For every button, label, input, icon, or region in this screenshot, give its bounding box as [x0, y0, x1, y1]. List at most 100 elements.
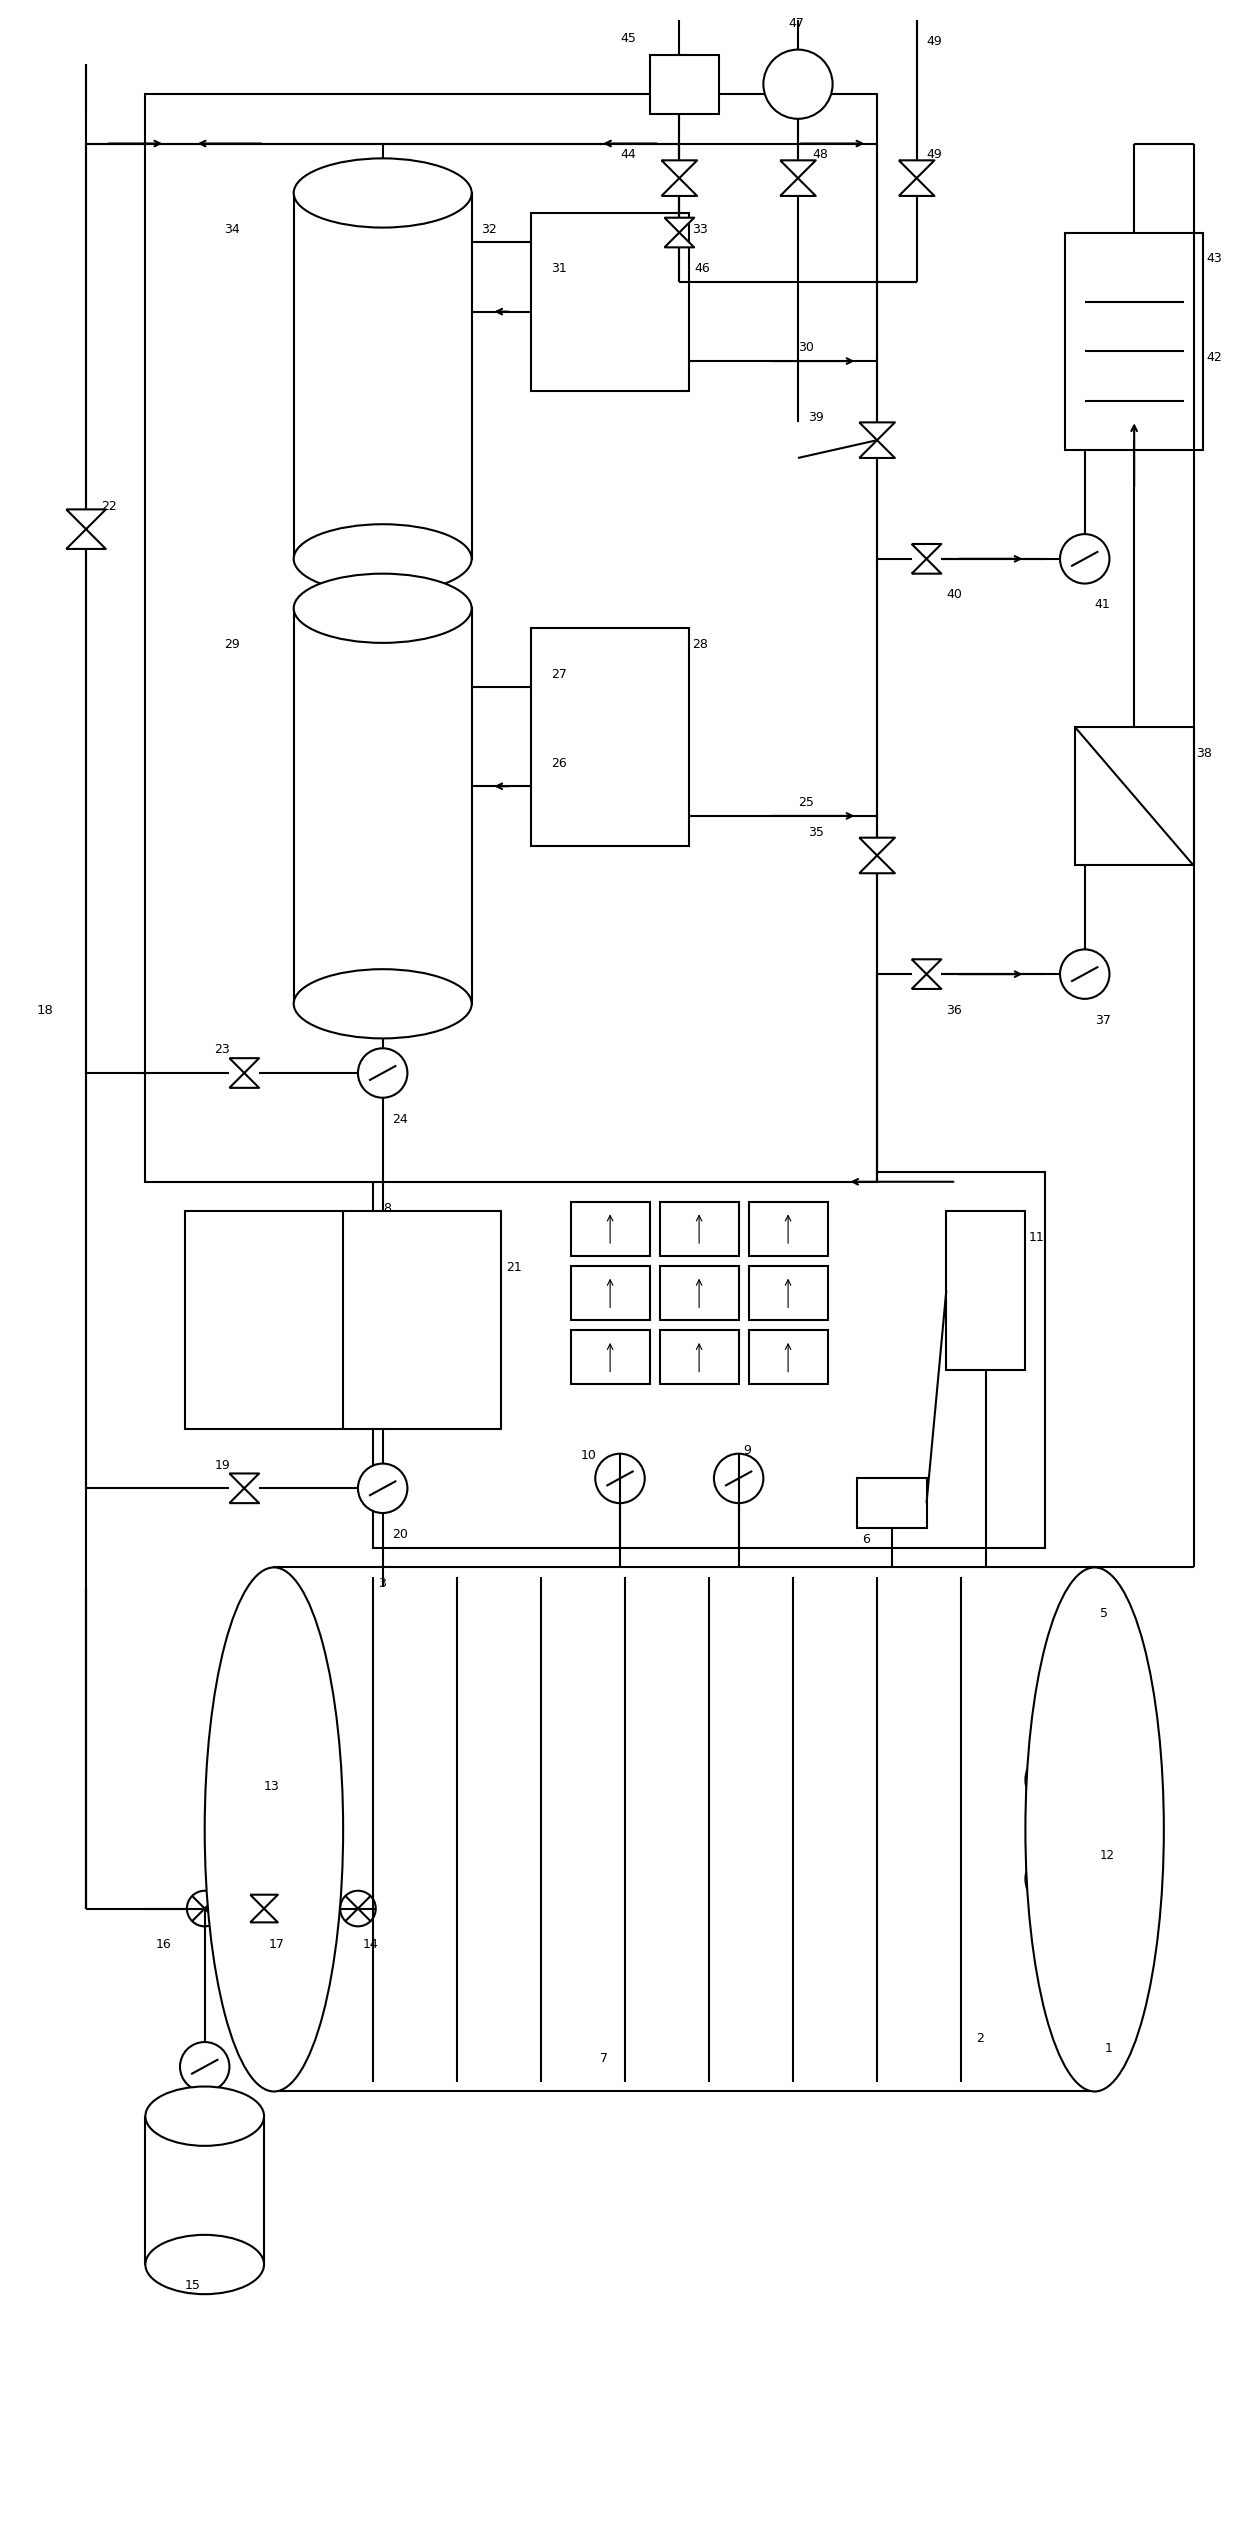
Text: 18: 18: [37, 1004, 53, 1016]
Circle shape: [595, 1454, 645, 1503]
Text: 16: 16: [155, 1938, 171, 1951]
Polygon shape: [229, 1475, 259, 1487]
Circle shape: [187, 1890, 222, 1926]
Polygon shape: [911, 960, 941, 973]
Bar: [570, 1266, 650, 1319]
Bar: [570, 1330, 650, 1386]
Text: 42: 42: [1207, 351, 1223, 364]
Text: 35: 35: [808, 825, 823, 838]
Bar: [660, 1330, 739, 1386]
Bar: [857, 1477, 926, 1528]
Text: 8: 8: [383, 1202, 391, 1215]
Text: 33: 33: [692, 222, 708, 237]
Text: 36: 36: [946, 1004, 962, 1016]
Text: 27: 27: [551, 667, 567, 680]
Text: 24: 24: [393, 1113, 408, 1126]
Text: 40: 40: [946, 588, 962, 601]
Bar: [145, 94, 877, 1182]
Polygon shape: [911, 545, 941, 558]
Polygon shape: [911, 558, 941, 573]
Polygon shape: [661, 178, 697, 196]
Text: 49: 49: [926, 36, 942, 48]
Text: 26: 26: [551, 756, 567, 769]
Polygon shape: [665, 232, 694, 247]
Ellipse shape: [294, 573, 471, 642]
Text: 34: 34: [224, 222, 241, 237]
Polygon shape: [250, 1895, 278, 1908]
Ellipse shape: [205, 1566, 343, 2091]
Polygon shape: [66, 530, 105, 550]
Text: 12: 12: [1100, 1849, 1115, 1862]
Polygon shape: [229, 1057, 259, 1072]
Bar: [660, 1266, 739, 1319]
Circle shape: [1025, 1849, 1085, 1908]
Text: 44: 44: [620, 148, 636, 160]
Text: 37: 37: [1095, 1014, 1111, 1026]
Text: 3: 3: [378, 1577, 386, 1589]
Circle shape: [1060, 950, 1110, 998]
Text: 19: 19: [215, 1459, 231, 1472]
Polygon shape: [780, 160, 816, 178]
Text: 28: 28: [692, 637, 708, 652]
Text: 5: 5: [1100, 1607, 1107, 1620]
Text: 9: 9: [744, 1444, 751, 1457]
Text: 11: 11: [1028, 1230, 1044, 1245]
Bar: [570, 1202, 650, 1256]
Text: 32: 32: [481, 222, 497, 237]
Ellipse shape: [294, 158, 471, 227]
Polygon shape: [911, 973, 941, 988]
Text: 23: 23: [215, 1044, 231, 1057]
Bar: [294, 194, 471, 558]
Polygon shape: [859, 423, 895, 441]
Text: 17: 17: [269, 1938, 285, 1951]
Text: 6: 6: [862, 1533, 870, 1546]
Text: 38: 38: [1197, 746, 1213, 759]
Text: 41: 41: [1095, 599, 1110, 611]
Bar: [660, 1202, 739, 1256]
Text: 20: 20: [393, 1528, 408, 1541]
Text: 10: 10: [580, 1449, 596, 1462]
Text: 4: 4: [210, 2101, 217, 2114]
Text: 15: 15: [185, 2280, 201, 2292]
Text: 43: 43: [1207, 252, 1223, 265]
Polygon shape: [665, 216, 694, 232]
Polygon shape: [859, 441, 895, 458]
Circle shape: [714, 1454, 764, 1503]
Bar: [185, 1212, 501, 1429]
Text: 2: 2: [976, 2033, 983, 2045]
Polygon shape: [899, 160, 935, 178]
Polygon shape: [780, 178, 816, 196]
Polygon shape: [899, 178, 935, 196]
Circle shape: [289, 1785, 339, 1834]
Bar: [650, 53, 719, 115]
Bar: [531, 214, 689, 390]
Text: 25: 25: [799, 797, 813, 810]
Ellipse shape: [1025, 1566, 1164, 2091]
Circle shape: [358, 1465, 408, 1513]
Text: 30: 30: [799, 341, 813, 354]
Ellipse shape: [145, 2086, 264, 2147]
Bar: [1065, 232, 1203, 451]
Polygon shape: [661, 160, 697, 178]
Text: 14: 14: [363, 1938, 378, 1951]
Ellipse shape: [294, 970, 471, 1039]
Polygon shape: [859, 838, 895, 856]
Bar: [749, 1330, 827, 1386]
Bar: [294, 609, 471, 1004]
Text: 21: 21: [506, 1261, 522, 1274]
Text: 45: 45: [620, 31, 636, 46]
Text: 1: 1: [1105, 2043, 1112, 2055]
Bar: [531, 629, 689, 846]
Text: 47: 47: [789, 18, 804, 31]
Bar: [749, 1266, 827, 1319]
Ellipse shape: [145, 2234, 264, 2295]
Polygon shape: [229, 1487, 259, 1503]
Text: 7: 7: [600, 2053, 609, 2066]
Polygon shape: [859, 856, 895, 874]
Circle shape: [340, 1890, 376, 1926]
Bar: [946, 1212, 1025, 1370]
Bar: [373, 1172, 1045, 1549]
Bar: [749, 1202, 827, 1256]
Bar: [274, 1566, 1095, 2091]
Text: 29: 29: [224, 637, 241, 652]
